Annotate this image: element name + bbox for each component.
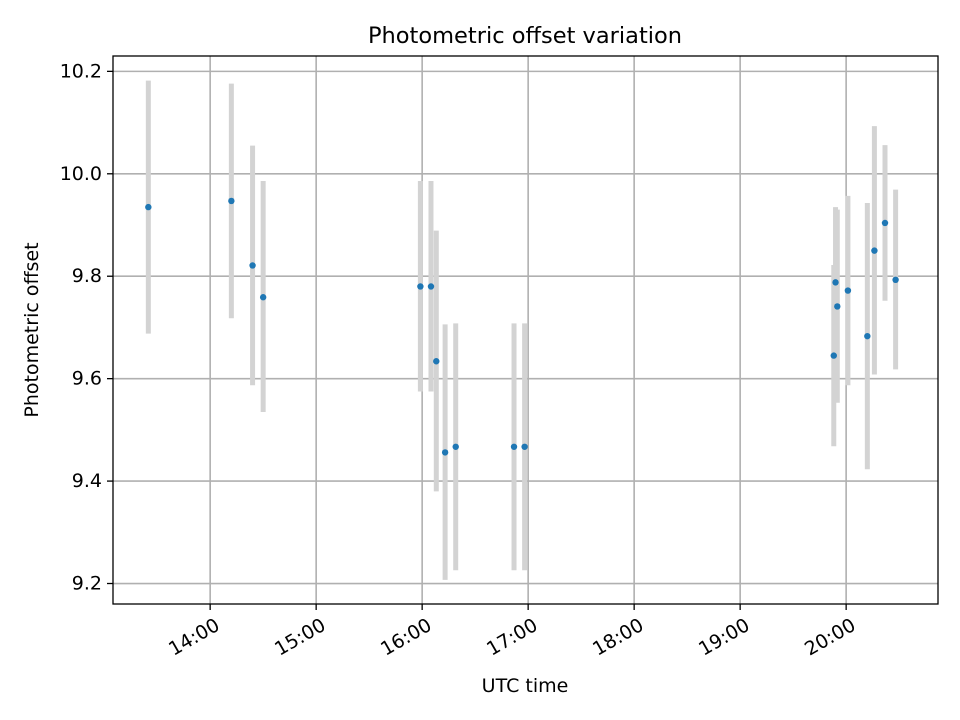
x-tick-label: 19:00: [695, 614, 753, 660]
data-point: [259, 294, 267, 301]
data-point: [521, 443, 528, 450]
data-point: [249, 262, 256, 269]
data-point: [830, 352, 837, 359]
data-point: [145, 203, 152, 211]
data-point: [881, 219, 889, 227]
x-tick-label: 17:00: [483, 614, 541, 660]
data-points: [145, 197, 899, 456]
data-point: [871, 247, 878, 254]
chart-title: Photometric offset variation: [368, 23, 682, 49]
x-tick-label: 20:00: [801, 614, 859, 660]
y-tick-label: 9.6: [72, 368, 102, 390]
data-point: [892, 276, 899, 284]
data-point: [844, 287, 852, 294]
y-tick-label: 9.8: [72, 265, 102, 287]
x-tick-label: 14:00: [165, 614, 223, 660]
data-point: [441, 449, 449, 456]
data-point: [417, 283, 424, 290]
data-point: [452, 443, 459, 450]
data-point: [427, 283, 435, 290]
x-tick-label: 18:00: [589, 614, 647, 660]
x-axis-label: UTC time: [482, 675, 569, 697]
data-point: [433, 358, 440, 365]
data-point: [228, 197, 235, 205]
data-point: [510, 443, 518, 450]
plot-area-frame: [112, 55, 939, 605]
y-tick-label: 10.0: [60, 163, 102, 185]
x-tick-label: 16:00: [377, 614, 435, 660]
data-point: [834, 303, 841, 310]
y-axis-label: Photometric offset: [21, 242, 43, 417]
x-tick-label: 15:00: [271, 614, 329, 660]
error-bars: [145, 80, 899, 580]
data-point: [864, 332, 871, 340]
y-tick-label: 9.4: [72, 470, 102, 492]
y-tick-label: 9.2: [72, 573, 102, 595]
data-point: [832, 279, 839, 286]
y-tick-label: 10.2: [60, 60, 102, 82]
